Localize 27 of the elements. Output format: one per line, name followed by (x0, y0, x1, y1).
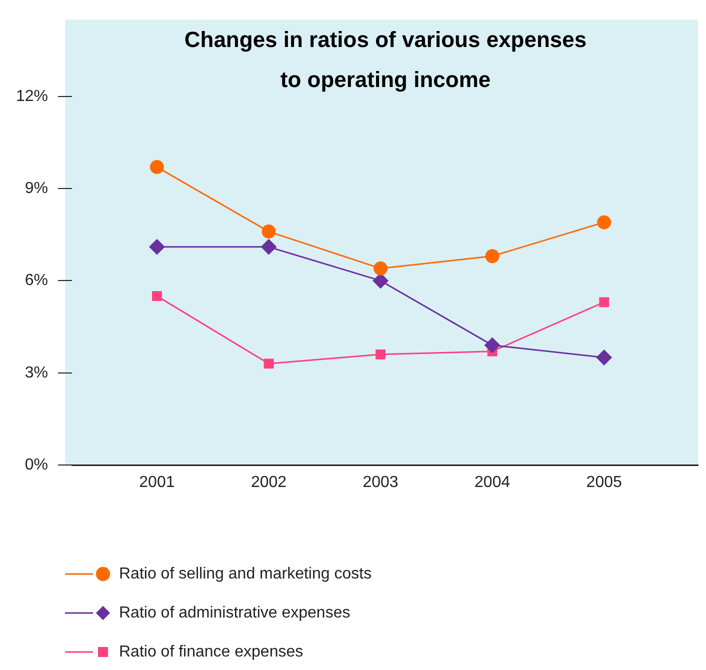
text: Changes in ratios of various expenses to operating income (183, 26, 588, 94)
point (262, 224, 276, 239)
y-tick-label: 3% (24, 364, 48, 382)
legend-label: Ratio of administrative expenses (119, 604, 350, 622)
point (150, 160, 164, 174)
point (484, 337, 500, 354)
point (485, 249, 500, 264)
point (260, 238, 277, 255)
y-tick-label: 9% (24, 180, 48, 197)
x-tick-label: 2004 (474, 474, 510, 492)
point (599, 297, 610, 308)
x-tick-label: 2005 (586, 474, 622, 492)
point (152, 291, 162, 302)
point (376, 349, 386, 360)
point (264, 358, 274, 369)
legend-label: Ratio of finance expenses (119, 643, 304, 660)
y-tick-label: 6% (24, 272, 48, 290)
point (148, 238, 165, 255)
point (596, 349, 612, 366)
legend-label: Ratio of selling and marketing costs (119, 565, 372, 582)
point (374, 261, 388, 276)
x-tick-label: 2003 (362, 474, 398, 492)
point (597, 215, 612, 230)
x-tick-label: 2001 (139, 474, 175, 492)
y-tick-label: 0% (24, 456, 48, 474)
x-tick-label: 2002 (250, 474, 287, 492)
y-tick-label: 12% (16, 88, 48, 105)
